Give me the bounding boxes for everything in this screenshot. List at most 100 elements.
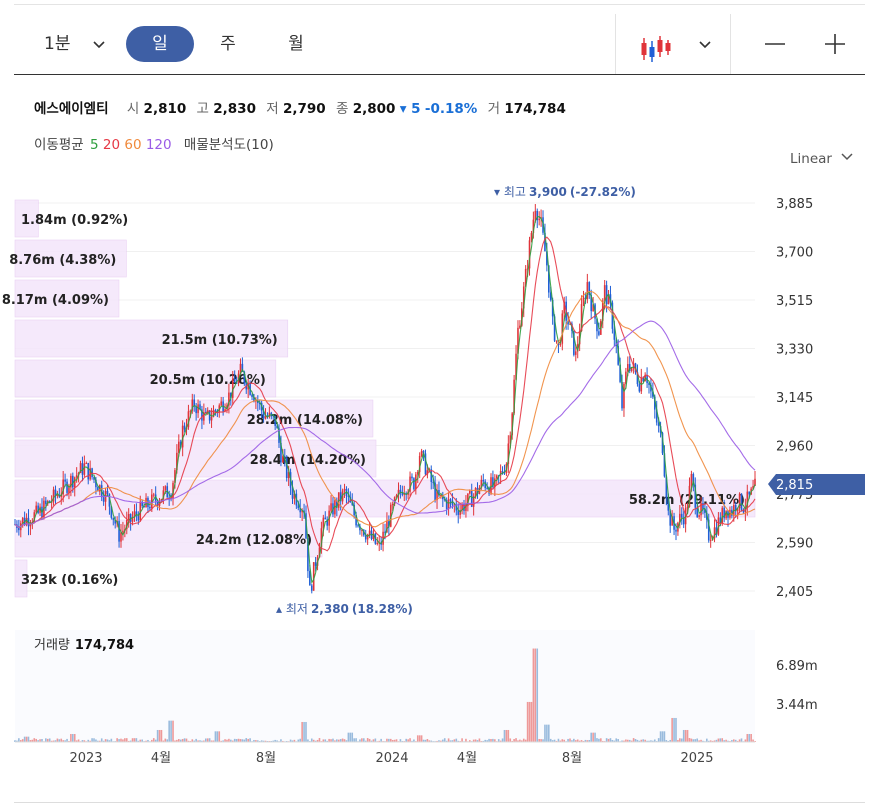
volume-bar bbox=[669, 739, 672, 742]
candle-body bbox=[679, 513, 681, 523]
candle-body bbox=[519, 325, 521, 328]
tab-month[interactable]: 월 bbox=[288, 34, 304, 54]
volume-bar bbox=[494, 739, 496, 742]
price-tick: 3,885 bbox=[776, 197, 813, 212]
low-value: 2,790 bbox=[282, 101, 326, 117]
volume-bar bbox=[183, 738, 186, 742]
candle-body bbox=[386, 521, 388, 533]
zoom-in-button[interactable] bbox=[814, 26, 856, 62]
candle-body bbox=[411, 476, 413, 479]
candle-body bbox=[247, 383, 249, 390]
tab-day[interactable]: 일 bbox=[126, 26, 194, 62]
candle-body bbox=[253, 396, 255, 402]
candle-body bbox=[25, 517, 28, 525]
volume-bar bbox=[490, 739, 492, 742]
candle-body bbox=[495, 475, 498, 479]
ma-120[interactable]: 120 bbox=[145, 137, 172, 153]
candle-body bbox=[721, 507, 724, 524]
candle-body bbox=[164, 486, 167, 491]
candle-body bbox=[357, 525, 359, 527]
volume-bar bbox=[104, 739, 107, 742]
candle-body bbox=[18, 527, 20, 531]
zoom-out-button[interactable] bbox=[754, 26, 796, 62]
volume-bar bbox=[524, 739, 527, 742]
candle-body bbox=[752, 486, 754, 489]
volume-bar bbox=[224, 739, 226, 742]
candle-body bbox=[54, 489, 57, 497]
volume-bar bbox=[241, 739, 244, 742]
ma-5[interactable]: 5 bbox=[89, 137, 99, 153]
volume-bar bbox=[199, 740, 201, 742]
volume-bar bbox=[507, 729, 510, 742]
volume-bar bbox=[630, 740, 633, 742]
volume-bar bbox=[578, 740, 581, 742]
candle-body bbox=[133, 511, 136, 518]
price-tick: 2,590 bbox=[776, 537, 813, 552]
ma-60[interactable]: 60 bbox=[124, 137, 142, 153]
volume-bar bbox=[686, 729, 689, 742]
volume-bar bbox=[548, 724, 550, 742]
scale-dropdown[interactable]: Linear bbox=[790, 151, 854, 167]
candle-body bbox=[125, 520, 128, 530]
volume-bar bbox=[733, 739, 735, 742]
interval-dropdown[interactable]: 1분 bbox=[44, 26, 114, 62]
volume-bar bbox=[426, 739, 429, 742]
volume-bar bbox=[318, 737, 321, 742]
candle-body bbox=[657, 422, 660, 427]
volume-bar bbox=[274, 739, 276, 742]
volume-profile-label[interactable]: 매물분석도(10) bbox=[183, 137, 274, 153]
volume-bar bbox=[262, 740, 265, 742]
volume-bar bbox=[605, 738, 608, 742]
volume-bar bbox=[301, 721, 303, 742]
volume-bar bbox=[476, 740, 479, 742]
chart-type-button[interactable] bbox=[634, 26, 724, 62]
volume-bar bbox=[717, 738, 720, 742]
volume-bar bbox=[341, 738, 344, 742]
volume-bar bbox=[526, 701, 529, 742]
volume-bar bbox=[52, 740, 55, 742]
candle-body bbox=[420, 450, 423, 456]
volume-bar bbox=[75, 740, 78, 742]
candle-body bbox=[280, 442, 282, 463]
candle-body bbox=[484, 481, 487, 488]
volume-bar bbox=[266, 740, 269, 742]
candle-body bbox=[382, 531, 384, 545]
volume-bar bbox=[436, 740, 438, 742]
volume-bar bbox=[650, 740, 652, 742]
candle-body bbox=[748, 491, 751, 495]
high-marker: ▾ 최고 3,900 (-27.82%) bbox=[494, 185, 636, 199]
tab-week[interactable]: 주 bbox=[220, 34, 236, 54]
volume-bar bbox=[607, 738, 610, 742]
candle-body bbox=[70, 475, 72, 488]
volume-bar bbox=[220, 740, 222, 742]
volume-bar bbox=[339, 739, 342, 742]
candle-body bbox=[665, 476, 668, 499]
toolbar-separator bbox=[730, 14, 731, 74]
candle-body bbox=[228, 392, 230, 406]
volume-bar bbox=[586, 740, 589, 742]
candle-body bbox=[713, 527, 716, 539]
candle-body bbox=[492, 477, 494, 488]
x-tick: 4월 bbox=[151, 751, 171, 766]
volume-bar bbox=[386, 738, 388, 742]
candle-body bbox=[112, 517, 115, 520]
volume-profile-bar bbox=[14, 319, 289, 358]
candle-body bbox=[384, 531, 386, 533]
volume-bar bbox=[145, 740, 147, 742]
candle-body bbox=[416, 472, 419, 475]
candle-body bbox=[413, 478, 415, 490]
minus-icon bbox=[765, 43, 785, 45]
x-tick: 8월 bbox=[256, 751, 276, 766]
candle-body bbox=[282, 456, 284, 463]
volume-bar bbox=[711, 740, 714, 742]
indicator-legend: 이동평균 5 20 60 120 매물분석도(10) bbox=[34, 133, 274, 153]
volume-bar bbox=[235, 739, 238, 742]
candle-body bbox=[120, 532, 122, 542]
chevron-down-icon bbox=[698, 26, 712, 75]
ma-20[interactable]: 20 bbox=[102, 137, 121, 153]
candle-body bbox=[532, 219, 535, 234]
candle-body bbox=[243, 371, 246, 383]
candle-body bbox=[314, 562, 317, 566]
candle-body bbox=[432, 482, 434, 484]
